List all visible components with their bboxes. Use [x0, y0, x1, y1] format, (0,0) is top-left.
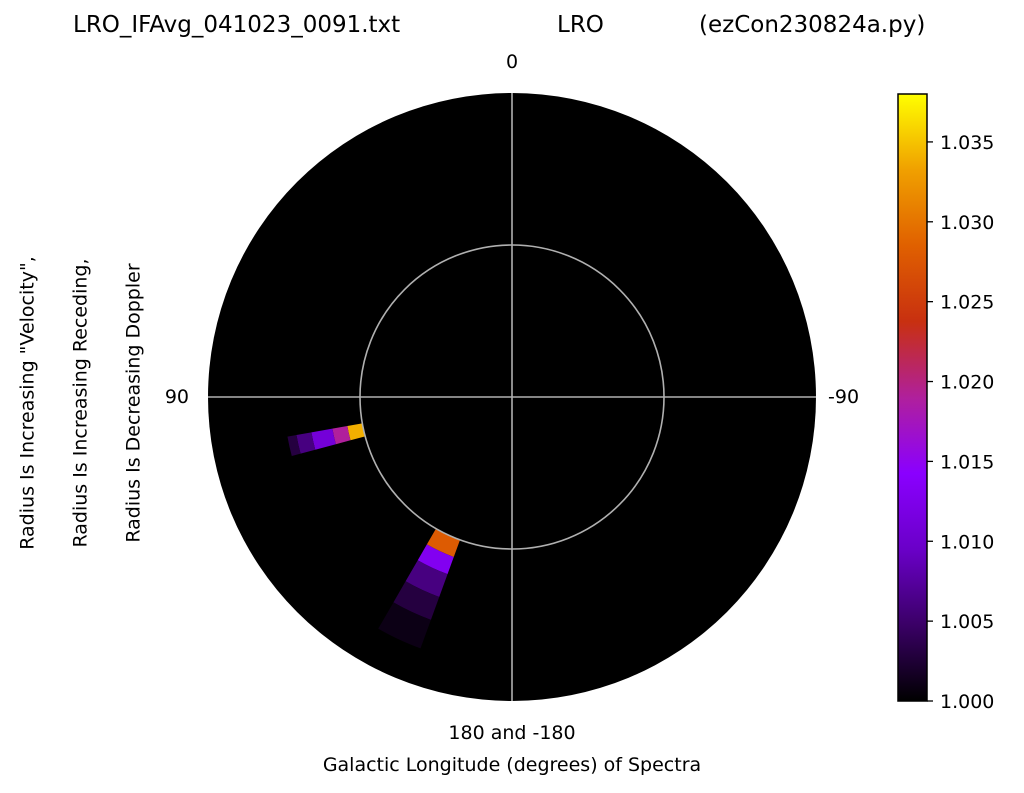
polar-grid	[208, 93, 816, 701]
heatmap-cell-0-0	[347, 423, 366, 441]
colorbar-tick-label: 1.025	[940, 292, 994, 314]
colorbar-tick-label: 1.005	[940, 611, 994, 633]
colorbar-tick-label: 1.035	[940, 132, 994, 154]
theta-label-right: -90	[828, 386, 859, 408]
heatmap-cell-0-2	[311, 428, 336, 450]
heatmap-cell-0-1	[332, 426, 351, 445]
chart-title-filename: LRO_IFAvg_041023_0091.txt	[73, 12, 401, 38]
colorbar: 1.000 1.005 1.010 1.015 1.020 1.025 1.030 1.035	[897, 93, 994, 713]
colorbar-gradient	[897, 93, 928, 702]
theta-label-left: 90	[165, 386, 189, 408]
colorbar-tick-label: 1.000	[940, 691, 994, 713]
colorbar-tick-label: 1.015	[940, 451, 994, 473]
x-axis-label: Galactic Longitude (degrees) of Spectra	[323, 754, 701, 776]
heatmap-cell-1-2	[405, 560, 448, 597]
theta-label-bottom: 180 and -180	[448, 722, 575, 744]
chart-title-script: (ezCon230824a.py)	[699, 12, 926, 38]
colorbar-tick-label: 1.010	[940, 531, 994, 553]
heatmap-cell-0-4	[287, 435, 301, 457]
heatmap-cell-1-1	[417, 544, 454, 575]
heatmap-cell-1-0	[426, 528, 461, 557]
heatmap-patches	[287, 423, 461, 649]
heatmap-cell-1-4	[378, 602, 431, 649]
heatmap-cell-1-3	[393, 581, 440, 620]
colorbar-tick-label: 1.030	[940, 212, 994, 234]
colorbar-tick-label: 1.020	[940, 372, 994, 394]
heatmap-cell-0-3	[296, 432, 316, 454]
grid-circle-inner	[359, 244, 665, 550]
theta-label-top: 0	[506, 51, 518, 73]
chart-title-station: LRO	[557, 12, 604, 38]
